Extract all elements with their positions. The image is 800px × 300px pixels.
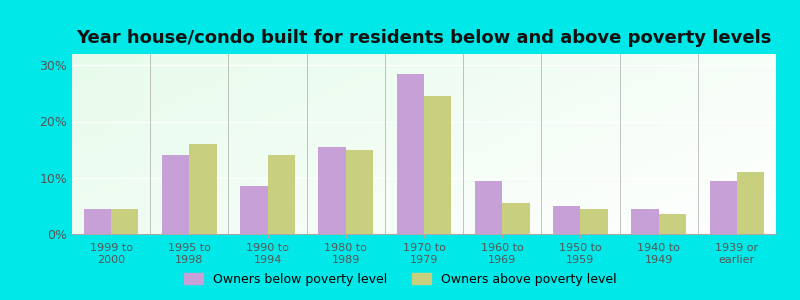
Bar [737, 172, 764, 234]
Bar [581, 209, 608, 234]
Bar [658, 214, 686, 234]
Bar [397, 74, 424, 234]
Bar [190, 144, 217, 234]
Bar [267, 155, 295, 234]
Bar [553, 206, 581, 234]
Bar [346, 150, 373, 234]
Bar [240, 186, 267, 234]
Bar [631, 209, 658, 234]
Bar [424, 96, 451, 234]
Bar [318, 147, 346, 234]
Bar [710, 181, 737, 234]
Bar [84, 209, 111, 234]
Bar [502, 203, 530, 234]
Title: Year house/condo built for residents below and above poverty levels: Year house/condo built for residents bel… [76, 29, 772, 47]
Bar [111, 209, 138, 234]
Bar [475, 181, 502, 234]
Bar [162, 155, 190, 234]
Legend: Owners below poverty level, Owners above poverty level: Owners below poverty level, Owners above… [179, 268, 621, 291]
